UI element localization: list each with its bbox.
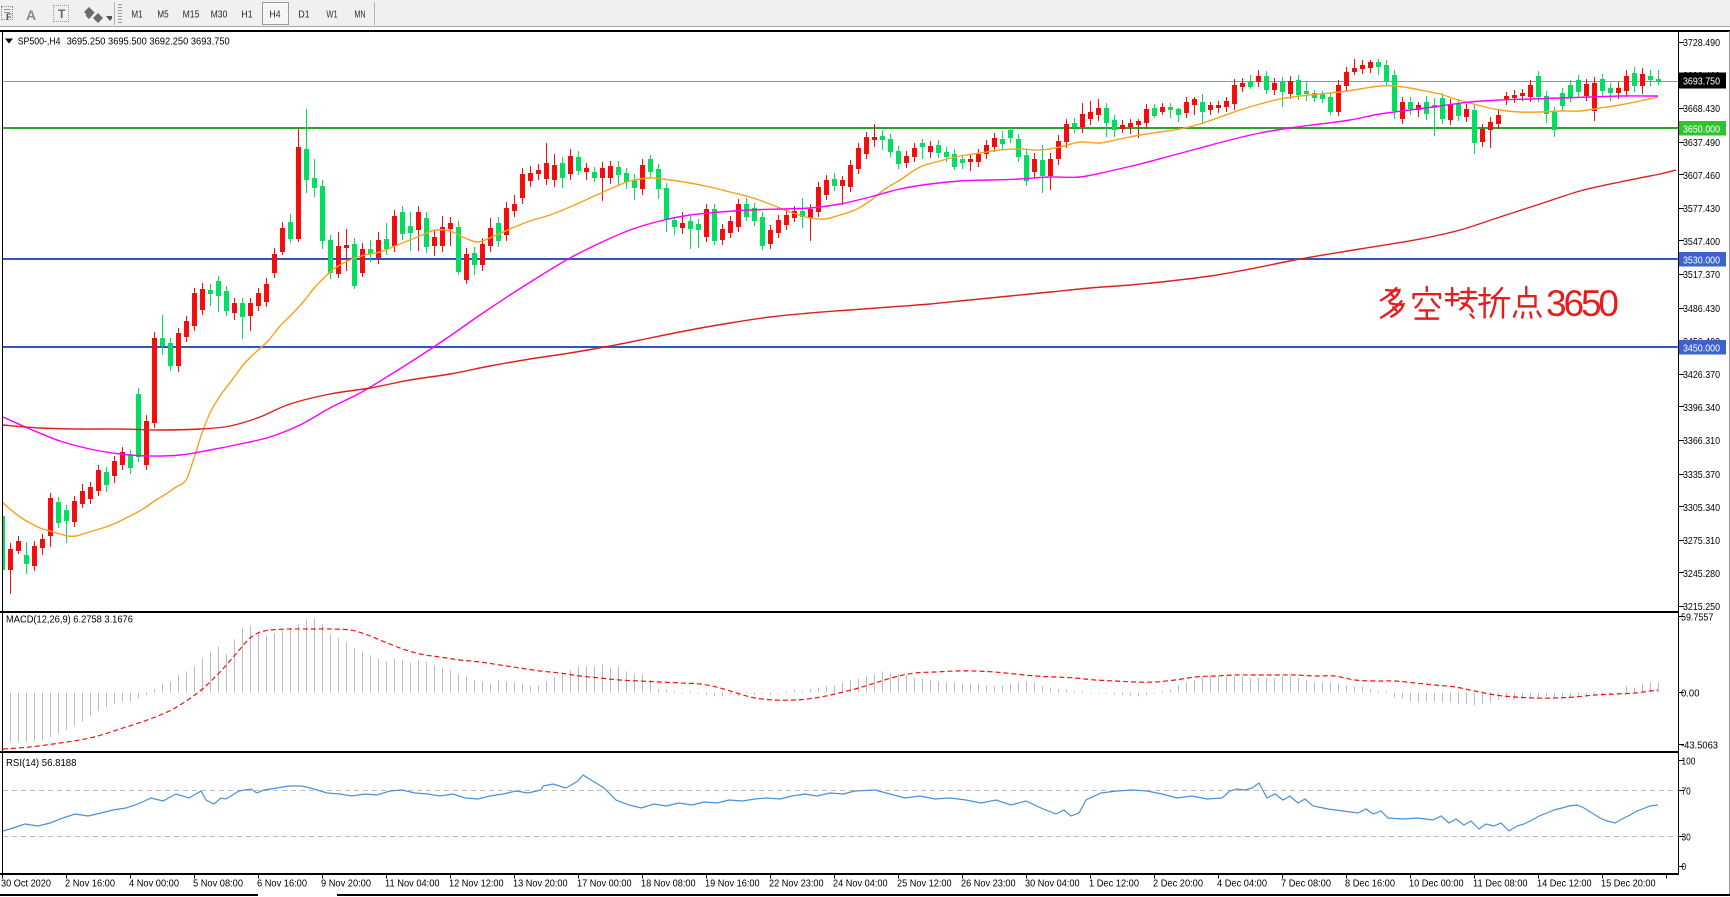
svg-text:12 Nov 12:00: 12 Nov 12:00 bbox=[449, 878, 504, 890]
svg-text:3396.340: 3396.340 bbox=[1683, 402, 1720, 414]
svg-text:3637.490: 3637.490 bbox=[1683, 137, 1720, 149]
svg-text:3275.310: 3275.310 bbox=[1683, 535, 1720, 547]
svg-text:10 Dec 00:00: 10 Dec 00:00 bbox=[1409, 878, 1464, 890]
svg-text:30: 30 bbox=[1682, 831, 1691, 843]
svg-text:3517.370: 3517.370 bbox=[1683, 269, 1720, 281]
svg-text:RSI(14) 56.8188: RSI(14) 56.8188 bbox=[6, 757, 77, 769]
svg-text:13 Nov 20:00: 13 Nov 20:00 bbox=[513, 878, 568, 890]
svg-text:3530.000: 3530.000 bbox=[1683, 254, 1720, 266]
svg-text:2 Dec 20:00: 2 Dec 20:00 bbox=[1153, 878, 1203, 890]
svg-text:59.7557: 59.7557 bbox=[1681, 611, 1713, 623]
svg-text:3668.430: 3668.430 bbox=[1683, 103, 1720, 115]
svg-text:3650.000: 3650.000 bbox=[1683, 123, 1720, 135]
svg-text:3650: 3650 bbox=[1546, 283, 1619, 324]
svg-text:30 Nov 04:00: 30 Nov 04:00 bbox=[1025, 878, 1080, 890]
svg-text:3728.490: 3728.490 bbox=[1683, 37, 1720, 49]
svg-text:3426.370: 3426.370 bbox=[1683, 369, 1720, 381]
svg-text:3215.250: 3215.250 bbox=[1683, 601, 1720, 613]
svg-text:3607.460: 3607.460 bbox=[1683, 170, 1720, 182]
svg-text:24 Nov 04:00: 24 Nov 04:00 bbox=[833, 878, 888, 890]
svg-text:3450.000: 3450.000 bbox=[1683, 342, 1720, 354]
svg-text:MN: MN bbox=[354, 9, 365, 21]
svg-text:3577.430: 3577.430 bbox=[1683, 203, 1720, 215]
svg-text:11 Nov 04:00: 11 Nov 04:00 bbox=[385, 878, 440, 890]
svg-text:3305.340: 3305.340 bbox=[1683, 502, 1720, 514]
svg-text:11 Dec 08:00: 11 Dec 08:00 bbox=[1473, 878, 1528, 890]
svg-text:3486.430: 3486.430 bbox=[1683, 303, 1720, 315]
svg-text:5 Nov 08:00: 5 Nov 08:00 bbox=[193, 878, 243, 890]
svg-text:3245.280: 3245.280 bbox=[1683, 568, 1720, 580]
svg-text:3547.400: 3547.400 bbox=[1683, 236, 1720, 248]
svg-text:D1: D1 bbox=[298, 9, 309, 21]
svg-text:3335.370: 3335.370 bbox=[1683, 469, 1720, 481]
svg-text:MACD(12,26,9) 6.2758 3.1676: MACD(12,26,9) 6.2758 3.1676 bbox=[6, 614, 133, 626]
svg-text:M1: M1 bbox=[131, 9, 142, 21]
svg-text:4 Nov 00:00: 4 Nov 00:00 bbox=[129, 878, 179, 890]
svg-text:2 Nov 16:00: 2 Nov 16:00 bbox=[65, 878, 115, 890]
svg-text:22 Nov 23:00: 22 Nov 23:00 bbox=[769, 878, 824, 890]
svg-text:W1: W1 bbox=[326, 9, 337, 21]
svg-text:18 Nov 08:00: 18 Nov 08:00 bbox=[641, 878, 696, 890]
svg-text:26 Nov 23:00: 26 Nov 23:00 bbox=[961, 878, 1016, 890]
svg-text:8 Dec 16:00: 8 Dec 16:00 bbox=[1345, 878, 1395, 890]
svg-text:70: 70 bbox=[1682, 785, 1691, 797]
svg-text:H1: H1 bbox=[241, 9, 252, 21]
svg-text:14 Dec 12:00: 14 Dec 12:00 bbox=[1537, 878, 1592, 890]
svg-text:H4: H4 bbox=[269, 9, 280, 21]
svg-text:15 Dec 20:00: 15 Dec 20:00 bbox=[1601, 878, 1656, 890]
svg-text:M5: M5 bbox=[157, 9, 168, 21]
svg-text:7 Dec 08:00: 7 Dec 08:00 bbox=[1281, 878, 1331, 890]
svg-text:19 Nov 16:00: 19 Nov 16:00 bbox=[705, 878, 760, 890]
svg-text:0: 0 bbox=[1682, 861, 1687, 873]
svg-text:9 Nov 20:00: 9 Nov 20:00 bbox=[321, 878, 371, 890]
svg-text:6 Nov 16:00: 6 Nov 16:00 bbox=[257, 878, 307, 890]
svg-text:SP500-,H4: SP500-,H4 bbox=[18, 35, 61, 47]
svg-text:3695.250 3695.500 3692.250 369: 3695.250 3695.500 3692.250 3693.750 bbox=[67, 35, 230, 47]
svg-text:100: 100 bbox=[1682, 756, 1696, 768]
svg-text:17 Nov 00:00: 17 Nov 00:00 bbox=[577, 878, 632, 890]
svg-text:3366.310: 3366.310 bbox=[1683, 435, 1720, 447]
svg-text:M30: M30 bbox=[211, 9, 228, 21]
svg-text:25 Nov 12:00: 25 Nov 12:00 bbox=[897, 878, 952, 890]
svg-text:30 Oct 2020: 30 Oct 2020 bbox=[1, 878, 51, 890]
svg-text:1 Dec 12:00: 1 Dec 12:00 bbox=[1089, 878, 1139, 890]
svg-text:-43.5063: -43.5063 bbox=[1681, 739, 1718, 751]
svg-text:0.00: 0.00 bbox=[1681, 687, 1700, 699]
svg-text:M15: M15 bbox=[183, 9, 200, 21]
svg-text:4 Dec 04:00: 4 Dec 04:00 bbox=[1217, 878, 1267, 890]
svg-text:3693.750: 3693.750 bbox=[1683, 76, 1720, 88]
